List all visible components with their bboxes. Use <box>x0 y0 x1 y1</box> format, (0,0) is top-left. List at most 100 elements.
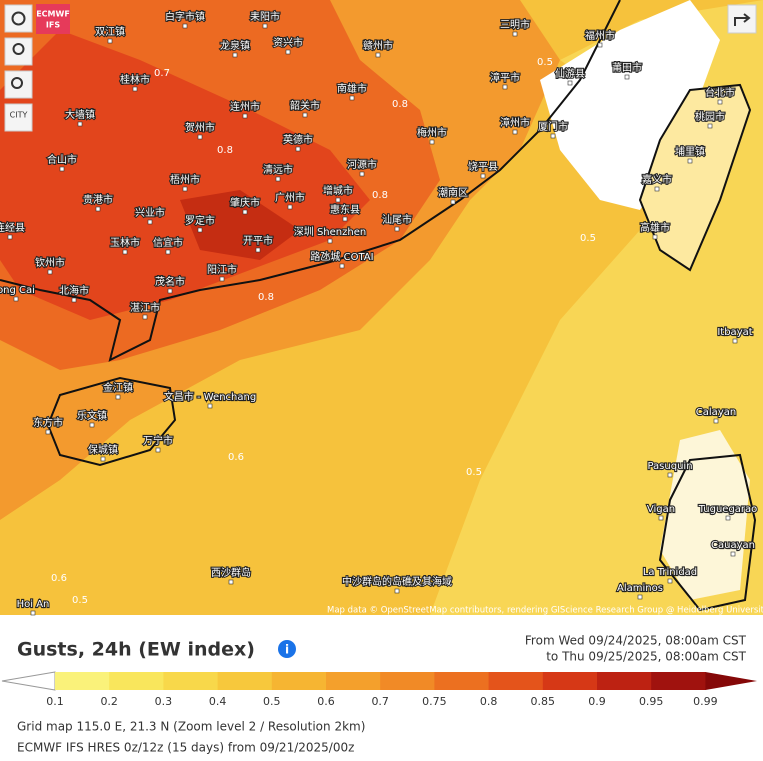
place-label: Calayan <box>696 407 736 418</box>
place-dot <box>302 112 308 118</box>
legend-label: 0.2 <box>100 695 118 708</box>
zone-dark <box>180 190 300 260</box>
location-button[interactable] <box>4 37 33 66</box>
place-label: 仙游县 <box>555 67 585 80</box>
place-dot <box>349 95 355 101</box>
place-label: ong Cai <box>0 285 35 296</box>
place-dot <box>359 171 365 177</box>
icon <box>11 11 26 26</box>
place-label: 贵港市 <box>83 193 113 206</box>
place-label: 清远市 <box>263 163 293 176</box>
place-dot <box>182 23 188 29</box>
place-label: 大墙镇 <box>65 108 95 121</box>
place-dot <box>59 166 65 172</box>
place-label: 汕尾市 <box>382 213 412 226</box>
place-dot <box>232 52 238 58</box>
place-dot <box>624 74 630 80</box>
place-dot <box>285 49 291 55</box>
legend-swatch <box>109 672 164 690</box>
place-dot <box>637 594 643 600</box>
legend-arrow <box>705 672 757 690</box>
contour-label: 0.6 <box>51 573 67 584</box>
legend-label: 0.95 <box>639 695 664 708</box>
legend-swatch <box>651 672 706 690</box>
logo[interactable] <box>36 4 70 34</box>
refresh-button[interactable] <box>4 4 33 33</box>
city-button[interactable] <box>4 103 33 132</box>
place-dot <box>502 84 508 90</box>
info-button[interactable] <box>278 640 296 658</box>
place-dot <box>429 139 435 145</box>
legend-label: 0.1 <box>46 695 64 708</box>
hainan <box>46 376 177 467</box>
place-label: 北海市 <box>59 284 89 297</box>
place-label: Alaminos <box>617 583 663 594</box>
place-label: 福州市 <box>585 29 615 42</box>
contour-label: 0.5 <box>580 233 596 244</box>
legend-label: 0.85 <box>531 695 556 708</box>
place-label: 阳江市 <box>207 263 237 276</box>
place-label: 兴业市 <box>135 206 165 219</box>
place-label: 肇庆市 <box>230 196 260 209</box>
taiwan <box>638 83 752 272</box>
legend-label: 0.99 <box>693 695 718 708</box>
place-dot <box>667 472 673 478</box>
place-dot <box>597 42 603 48</box>
city-button-text: CITY <box>10 111 28 120</box>
luzon <box>658 453 757 612</box>
contour-label: 0.5 <box>466 467 482 478</box>
place-label: 开平市 <box>243 234 273 247</box>
place-label: 惠东县 <box>330 203 360 216</box>
place-dot <box>207 403 213 409</box>
place-label: 茂名市 <box>155 275 185 288</box>
place-label: 玉林市 <box>110 236 140 249</box>
zone-white-luzon <box>660 430 750 600</box>
place-dot <box>30 610 36 616</box>
place-label: 连经县 <box>0 221 25 234</box>
place-label: Cauayan <box>711 540 755 551</box>
legend-swatch <box>597 672 652 690</box>
info-icon: i <box>285 643 289 657</box>
place-label: 龙泉镇 <box>220 39 250 52</box>
contour-label: 0.8 <box>258 292 274 303</box>
legend-label: 0.4 <box>209 695 227 708</box>
legend-label: 0.9 <box>588 695 606 708</box>
place-label: 厦门市 <box>538 120 568 133</box>
place-label: 资兴市 <box>273 36 303 49</box>
place-dot <box>550 133 556 139</box>
place-dot <box>132 86 138 92</box>
place-label: 连州市 <box>230 100 260 113</box>
footer-line: Grid map 115.0 E, 21.3 N (Zoom level 2 /… <box>17 720 365 734</box>
place-label: 增城市 <box>323 184 353 197</box>
place-dot <box>287 204 293 210</box>
place-dot <box>89 422 95 428</box>
contour-label: 0.5 <box>537 57 553 68</box>
place-dot <box>77 121 83 127</box>
place-label: 乐文镇 <box>77 409 107 422</box>
place-dot <box>95 206 101 212</box>
place-label: 白字市镇 <box>165 10 205 23</box>
place-label: Vigan <box>647 504 675 515</box>
contour-label: 0.8 <box>392 99 408 110</box>
place-dot <box>667 578 673 584</box>
coastline <box>0 0 621 362</box>
legend-swatch <box>380 672 435 690</box>
place-dot <box>122 249 128 255</box>
place-dot <box>167 288 173 294</box>
place-dot <box>342 216 348 222</box>
place-dot <box>228 579 234 585</box>
date-to: to Thu 09/25/2025, 08:00am CST <box>546 650 746 664</box>
place-dot <box>654 186 660 192</box>
place-dot <box>658 515 664 521</box>
place-dot <box>197 227 203 233</box>
place-dot <box>480 173 486 179</box>
place-label: 双江镇 <box>95 25 125 38</box>
place-label: 梅州市 <box>417 126 447 139</box>
legend-swatch <box>488 672 544 690</box>
place-label: 合山市 <box>47 153 77 166</box>
zoom-button[interactable] <box>4 70 33 99</box>
place-label: 路氹城 COTAI <box>310 250 373 263</box>
place-label: 潮南区 <box>438 186 468 199</box>
legend-swatch <box>163 672 219 690</box>
place-dot <box>713 418 719 424</box>
